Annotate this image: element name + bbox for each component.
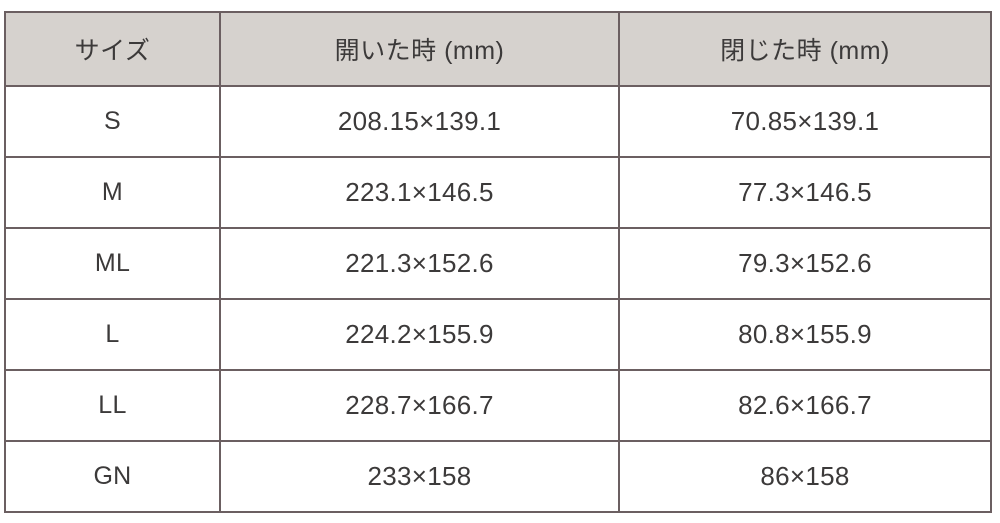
cell-size: GN: [4, 440, 221, 513]
cell-closed: 80.8×155.9: [618, 298, 992, 371]
size-spec-table: サイズ 開いた時 (mm) 閉じた時 (mm) S 208.15×139.1 7…: [4, 11, 992, 513]
cell-closed: 82.6×166.7: [618, 369, 992, 442]
column-header-size: サイズ: [4, 11, 221, 87]
cell-closed: 77.3×146.5: [618, 156, 992, 229]
cell-size: S: [4, 85, 221, 158]
table-row: ML 221.3×152.6 79.3×152.6: [4, 227, 992, 300]
cell-size: L: [4, 298, 221, 371]
column-header-closed: 閉じた時 (mm): [618, 11, 992, 87]
cell-open: 228.7×166.7: [219, 369, 620, 442]
cell-closed: 70.85×139.1: [618, 85, 992, 158]
cell-size: LL: [4, 369, 221, 442]
table-row: GN 233×158 86×158: [4, 440, 992, 513]
cell-open: 224.2×155.9: [219, 298, 620, 371]
table-row: LL 228.7×166.7 82.6×166.7: [4, 369, 992, 442]
cell-open: 223.1×146.5: [219, 156, 620, 229]
cell-size: ML: [4, 227, 221, 300]
cell-closed: 86×158: [618, 440, 992, 513]
table-row: M 223.1×146.5 77.3×146.5: [4, 156, 992, 229]
cell-closed: 79.3×152.6: [618, 227, 992, 300]
table-header-row: サイズ 開いた時 (mm) 閉じた時 (mm): [4, 11, 992, 87]
cell-open: 221.3×152.6: [219, 227, 620, 300]
cell-size: M: [4, 156, 221, 229]
table-header: サイズ 開いた時 (mm) 閉じた時 (mm): [4, 11, 992, 87]
cell-open: 233×158: [219, 440, 620, 513]
table-body: S 208.15×139.1 70.85×139.1 M 223.1×146.5…: [4, 85, 992, 513]
column-header-open: 開いた時 (mm): [219, 11, 620, 87]
table-row: L 224.2×155.9 80.8×155.9: [4, 298, 992, 371]
table-row: S 208.15×139.1 70.85×139.1: [4, 85, 992, 158]
cell-open: 208.15×139.1: [219, 85, 620, 158]
